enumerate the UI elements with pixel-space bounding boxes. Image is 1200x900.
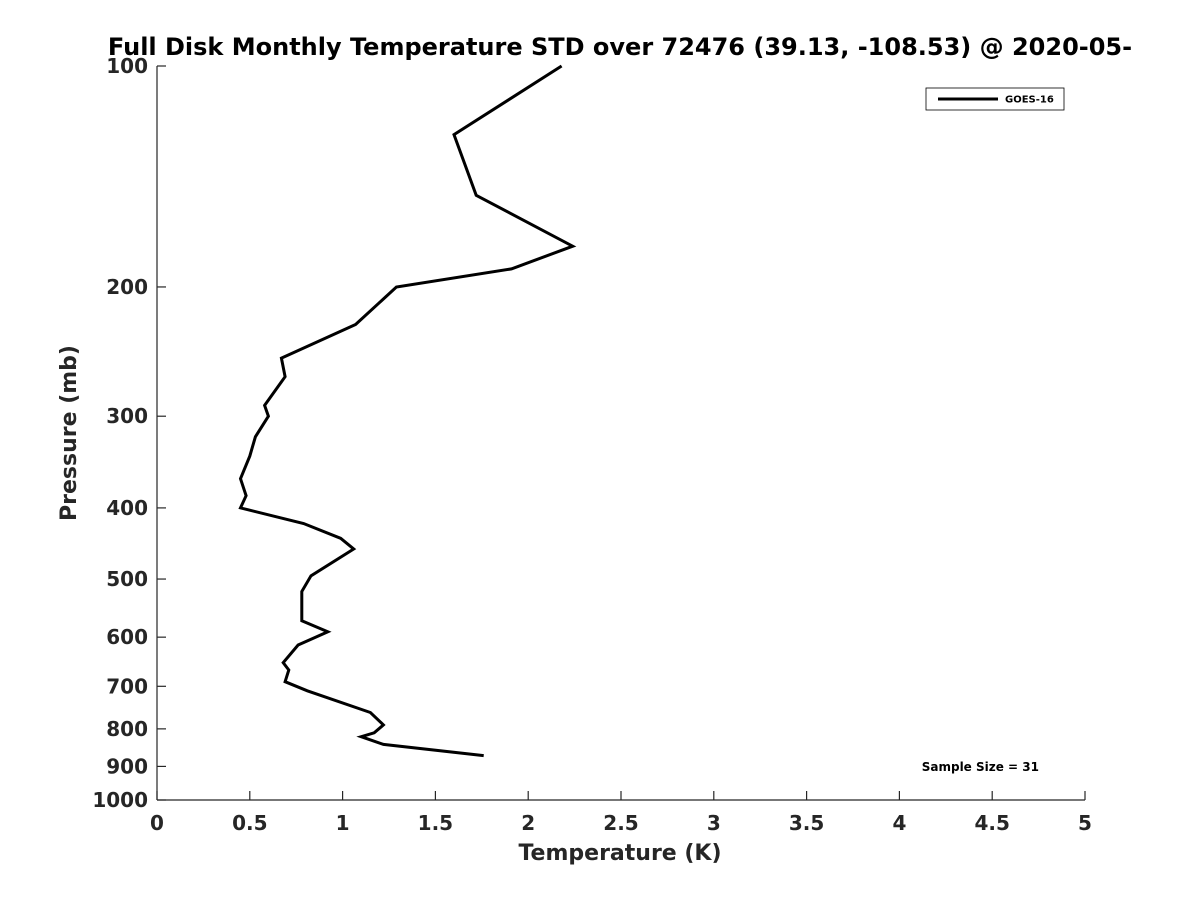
y-tick-label: 1000: [92, 788, 148, 812]
x-tick-label: 0: [150, 811, 164, 835]
x-tick-label: 1: [336, 811, 350, 835]
x-tick-label: 2: [521, 811, 535, 835]
x-tick-label: 2.5: [603, 811, 638, 835]
x-tick-label: 3: [707, 811, 721, 835]
y-tick-label: 500: [106, 567, 148, 591]
sample-size-annotation: Sample Size = 31: [922, 760, 1039, 774]
legend: GOES-16: [925, 87, 1065, 111]
x-tick-label: 1.5: [418, 811, 453, 835]
y-tick-label: 900: [106, 754, 148, 778]
chart-title: Full Disk Monthly Temperature STD over 7…: [108, 33, 1132, 61]
y-axis-label: Pressure (mb): [57, 345, 82, 521]
y-tick-label: 100: [106, 54, 148, 78]
x-tick-label: 5: [1078, 811, 1092, 835]
y-tick-label: 700: [106, 674, 148, 698]
x-tick-label: 0.5: [232, 811, 267, 835]
y-tick-label: 600: [106, 625, 148, 649]
y-axis-ticks: 100 200 300 400 500 600 700 800 900 1000: [92, 54, 166, 812]
y-tick-label: 400: [106, 496, 148, 520]
x-axis-label: Temperature (K): [518, 841, 721, 866]
series-group: [238, 64, 577, 758]
x-axis-ticks: 0 0.5 1 1.5 2 2.5 3 3.5 4 4.5 5: [150, 791, 1092, 835]
y-tick-label: 800: [106, 717, 148, 741]
x-tick-label: 4.5: [974, 811, 1009, 835]
y-tick-label: 200: [106, 275, 148, 299]
x-tick-label: 3.5: [789, 811, 824, 835]
x-tick-label: 4: [892, 811, 906, 835]
legend-entry-goes-16: GOES-16: [1005, 95, 1054, 106]
plot-area: 0 0.5 1 1.5 2 2.5 3 3.5 4 4.5 5 100 200 300 400 500 600…: [92, 54, 1092, 835]
y-tick-label: 300: [106, 404, 148, 428]
series-line-goes-16: [238, 64, 577, 758]
